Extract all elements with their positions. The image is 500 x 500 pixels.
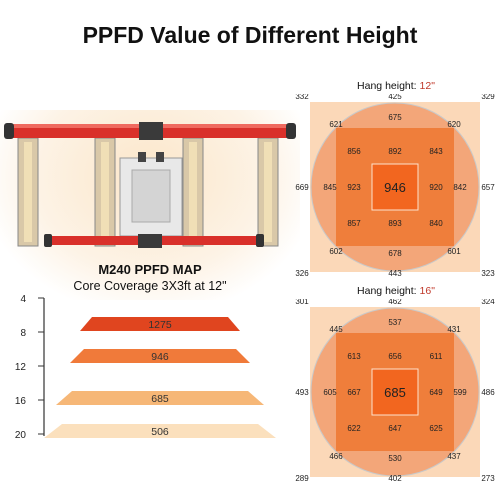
- corner-value: 332: [295, 94, 309, 101]
- center-square: [371, 163, 419, 211]
- tick-label: 20: [15, 430, 27, 441]
- center-square: [371, 368, 419, 416]
- core-value: 649: [429, 388, 443, 397]
- core-value: 622: [347, 424, 361, 433]
- ppfd-layer: [80, 317, 240, 331]
- edge-value: 425: [388, 94, 402, 101]
- core-value: 667: [347, 388, 361, 397]
- led-bars: [17, 137, 279, 247]
- core-value: 920: [429, 183, 443, 192]
- layer-value: 685: [151, 393, 169, 405]
- ring-value: 675: [388, 113, 402, 122]
- ppfd-grid-graphic: 301 324 289 273 462 402 493 486 445 537 431 605 599 4…: [295, 299, 495, 483]
- ppfd-grid-16: Hang height: 16" 301 324 289 273 462 402 493 48…: [292, 285, 500, 485]
- ring-value: 842: [453, 183, 467, 192]
- layer-value: 1275: [148, 319, 172, 331]
- edge-value: 462: [388, 299, 402, 306]
- map-title: M240 PPFD MAP: [98, 262, 202, 277]
- edge-value: 657: [481, 183, 495, 192]
- ring-value: 466: [329, 452, 343, 461]
- ppfd-grid-12: Hang height: 12" 332 329 326 323 425 443 669 65…: [292, 80, 500, 280]
- ppfd-layer: [56, 391, 264, 405]
- tick-label: 4: [20, 294, 26, 305]
- ppfd-layer: [44, 424, 276, 438]
- hang-height-title: Hang height: 12": [357, 80, 435, 92]
- core-value: 893: [388, 219, 402, 228]
- layer-value: 506: [151, 426, 169, 438]
- ring-value: 437: [447, 452, 461, 461]
- corner-value: 329: [481, 94, 495, 101]
- ring-value: 620: [447, 120, 461, 129]
- corner-value: 323: [481, 269, 495, 278]
- core-value: 892: [388, 147, 402, 156]
- ring-value: 602: [329, 247, 343, 256]
- layer-value: 946: [151, 351, 169, 363]
- ring-value: 605: [323, 388, 337, 397]
- tick-label: 16: [15, 396, 27, 407]
- ring-value: 601: [447, 247, 461, 256]
- core-value: 843: [429, 147, 443, 156]
- core-value: 647: [388, 424, 402, 433]
- ring-value: 530: [388, 454, 402, 463]
- core-value: 613: [347, 352, 361, 361]
- tick-label: 8: [20, 328, 26, 339]
- core-value: 857: [347, 219, 361, 228]
- center-value: 685: [384, 385, 406, 400]
- hang-height-value: 12": [419, 80, 435, 92]
- corner-value: 326: [295, 269, 309, 278]
- edge-value: 443: [388, 269, 402, 278]
- height-chart: 4 8 12 16 20 1275 946 685 506: [15, 294, 276, 441]
- core-value: 611: [430, 352, 443, 361]
- ring-value: 431: [447, 325, 461, 334]
- core-value: 923: [347, 183, 361, 192]
- ppfd-layer: [70, 349, 250, 363]
- ring-value: 678: [388, 249, 402, 258]
- hang-height-value: 16": [419, 285, 435, 297]
- corner-value: 301: [295, 299, 309, 306]
- core-value: 840: [429, 219, 443, 228]
- edge-value: 402: [388, 474, 402, 483]
- corner-value: 289: [295, 474, 309, 483]
- hang-height-title: Hang height: 16": [357, 285, 435, 297]
- page-title: PPFD Value of Different Height: [82, 22, 418, 48]
- tick-label: 12: [15, 362, 27, 373]
- core-value: 856: [347, 147, 361, 156]
- center-value: 946: [384, 180, 406, 195]
- ring-value: 599: [453, 388, 467, 397]
- core-value: 625: [429, 424, 443, 433]
- corner-value: 324: [481, 299, 495, 306]
- edge-value: 669: [295, 183, 309, 192]
- core-value: 656: [388, 352, 402, 361]
- edge-value: 493: [295, 388, 309, 397]
- ring-value: 445: [329, 325, 343, 334]
- grow-light-illustration: [4, 122, 296, 248]
- ring-value: 537: [388, 318, 402, 327]
- edge-value: 486: [481, 388, 495, 397]
- ring-value: 621: [329, 120, 343, 129]
- ring-value: 845: [323, 183, 337, 192]
- map-subtitle: Core Coverage 3X3ft at 12": [73, 279, 227, 293]
- corner-value: 273: [481, 474, 495, 483]
- ppfd-grid-graphic: 332 329 326 323 425 443 669 657 621 675 620 845 842 6…: [295, 94, 495, 278]
